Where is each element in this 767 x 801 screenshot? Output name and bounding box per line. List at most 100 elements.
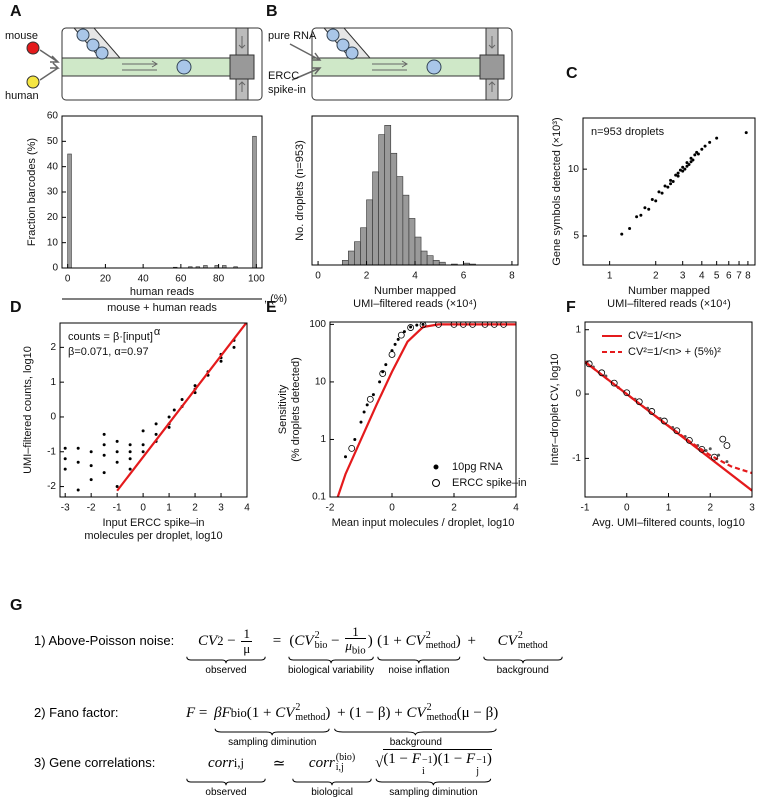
bar (390, 152, 398, 265)
point (666, 185, 670, 189)
arrows (289, 43, 322, 81)
x-axis-label: Input ERCC spike–in (102, 517, 204, 529)
y-tick-label: 10 (47, 237, 59, 248)
point (344, 455, 347, 459)
x-tick-label: 7 (736, 271, 742, 282)
y-tick-label: 1 (575, 324, 581, 335)
point (89, 464, 93, 468)
point (691, 158, 695, 162)
point (167, 415, 171, 419)
point (63, 446, 67, 450)
point (663, 184, 667, 188)
bar (348, 250, 355, 265)
annotation: β=0.071, α=0.97 (68, 346, 149, 358)
y-axis-label: Inter–droplet CV, log10 (549, 353, 561, 465)
point (154, 432, 158, 436)
x-tick-label: 2 (192, 503, 198, 514)
point (89, 478, 93, 482)
point (648, 408, 656, 415)
point (102, 432, 106, 436)
point (402, 330, 406, 334)
y-tick-label: 2 (50, 342, 56, 353)
x-tick-label: 80 (213, 274, 225, 285)
point (725, 460, 729, 464)
point (154, 422, 158, 426)
point (115, 485, 119, 489)
y-tick-label: 60 (47, 111, 59, 122)
point (635, 215, 639, 219)
point (715, 136, 719, 140)
x-tick-label: 0 (65, 274, 71, 285)
x-tick-label: 4 (513, 503, 519, 514)
point (393, 342, 397, 346)
bar (384, 125, 392, 265)
bar (203, 265, 208, 268)
point (654, 199, 658, 203)
x-tick-label: 2 (707, 503, 713, 514)
point (366, 395, 374, 403)
y-tick-label: 1 (50, 377, 56, 388)
point (362, 410, 366, 414)
point (643, 206, 647, 210)
annotation: counts = β·[input] (68, 331, 153, 343)
x-tick-label: 8 (745, 271, 751, 282)
bar (372, 171, 379, 265)
point (353, 437, 357, 441)
point (744, 131, 748, 135)
x-tick-label: 3 (218, 503, 224, 514)
point (708, 140, 712, 144)
y-tick-label: 0 (575, 389, 581, 400)
x-tick-label: -1 (581, 503, 590, 514)
diagram-label: ERCC (268, 70, 299, 82)
point (708, 447, 712, 451)
panel-letter: E (266, 299, 277, 316)
y-axis-label: Sensitivity (277, 384, 289, 434)
point (698, 445, 706, 453)
point (628, 227, 632, 231)
point (141, 450, 145, 454)
x-axis-label: UMI–filtered reads (×10⁴) (353, 298, 477, 310)
y-tick-label: -1 (572, 453, 581, 464)
point (396, 337, 400, 341)
y-axis-label: UMI–filtered counts, log10 (22, 346, 34, 474)
y-tick-label: 0 (52, 263, 58, 274)
point (671, 179, 675, 183)
fit-line (585, 361, 752, 475)
x-axis-label: , (%) (264, 293, 287, 305)
x-axis-label: molecules per droplet, log10 (84, 530, 222, 542)
point (76, 488, 80, 492)
y-tick-label: 40 (47, 161, 59, 172)
x-tick-label: 8 (509, 271, 515, 282)
diagram-label: mouse (5, 30, 38, 42)
y-tick-label: 30 (47, 187, 59, 198)
point (415, 323, 419, 327)
point (657, 190, 661, 194)
bar (378, 134, 386, 265)
axes-frame (329, 321, 517, 498)
axes-frame (582, 117, 756, 266)
point (711, 453, 718, 461)
point (384, 363, 388, 367)
y-tick-label: -2 (47, 481, 56, 492)
point (421, 322, 425, 326)
legend-label: CV²=1/<n> (628, 330, 682, 342)
x-tick-label: 20 (100, 274, 112, 285)
panel-letter: A (10, 3, 22, 20)
point (585, 360, 593, 368)
point (419, 322, 427, 329)
bar (420, 250, 428, 265)
point (700, 147, 704, 151)
panel-letter: D (10, 299, 22, 316)
panel-letter: F (566, 299, 576, 316)
point (450, 322, 458, 328)
point (674, 173, 678, 177)
x-tick-label: 100 (248, 274, 265, 285)
x-tick-label: -3 (61, 503, 70, 514)
point (115, 450, 119, 454)
diagram-label: pure RNA (268, 30, 317, 42)
x-tick-label: 3 (680, 271, 686, 282)
bar (414, 236, 422, 265)
y-tick-label: 100 (309, 319, 326, 330)
point (128, 457, 132, 461)
point (689, 160, 693, 164)
